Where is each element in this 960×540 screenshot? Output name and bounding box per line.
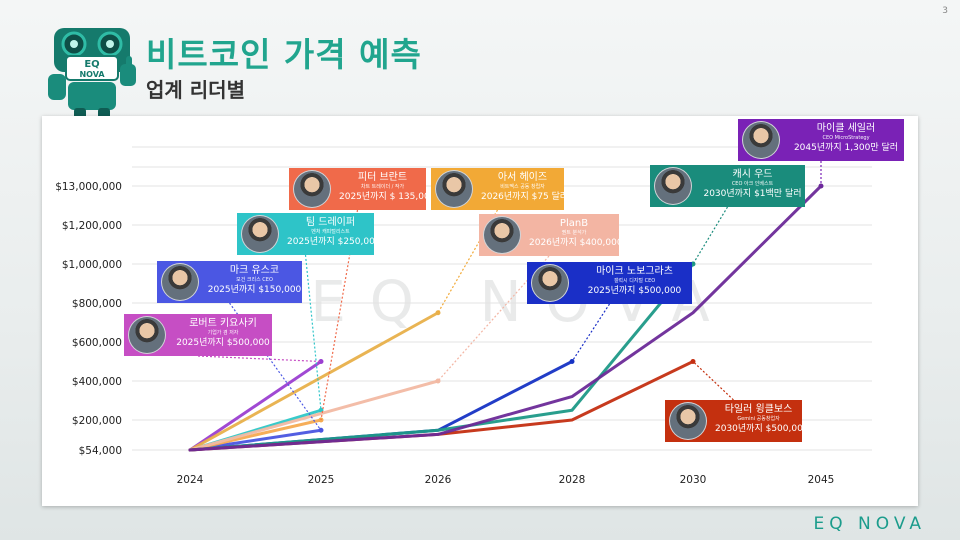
portrait-avatar xyxy=(435,170,473,208)
callout-prediction: 2030년까지 $1백만 달러 xyxy=(703,189,802,199)
callout-leader-kiyosaki xyxy=(197,355,322,363)
chart-card: EQ NOVA $54,000 $200,000 $400,000 $600,000 $… xyxy=(42,116,918,506)
callout-brandt: 피터 브란트 차트 트레이더 / 작가 2025년까지 $ 135,000 xyxy=(289,168,426,210)
callout-prediction: 2025년까지 $500,000 xyxy=(587,286,682,296)
callout-prediction: 2026년까지 $75 달러 xyxy=(481,192,564,202)
callout-prediction: 2025년까지 $150,000 xyxy=(207,285,302,295)
x-tick-label: 2026 xyxy=(425,474,452,486)
y-tick-label: $1,200,000 xyxy=(62,220,122,232)
y-tick-label: $600,000 xyxy=(72,337,122,349)
callout-name: PlanB xyxy=(559,218,589,229)
portrait-avatar xyxy=(483,216,521,254)
x-tick-label: 2025 xyxy=(308,474,335,486)
y-tick-label: $54,000 xyxy=(79,445,122,457)
portrait-avatar xyxy=(161,263,199,301)
callout-role: 퀀트 분석가 xyxy=(561,230,587,236)
callout-name: 타일러 윙클보스 xyxy=(724,404,793,415)
portrait-avatar xyxy=(531,264,569,302)
series-line-planb xyxy=(188,379,440,452)
callout-wood: 캐시 우드 CEO 아크 인베스트 2030년까지 $1백만 달러 xyxy=(650,165,805,207)
page-title: 비트코인 가격 예측 xyxy=(146,35,422,74)
callout-role: 모건 크리스 CEO xyxy=(236,277,273,283)
callout-yusko: 마크 유스코 모건 크리스 CEO 2025년까지 $150,000 xyxy=(157,261,302,303)
callout-name: 로버트 키요사키 xyxy=(189,318,257,329)
callout-prediction: 2026년까지 $400,000 xyxy=(529,238,619,248)
callout-name: 마이크 노보그라츠 xyxy=(596,266,673,277)
callout-role: CEO MicroStrategy xyxy=(822,135,870,141)
portrait-avatar xyxy=(654,167,692,205)
callout-kiyosaki: 로버트 키요사키 기업가 겸 저자 2025년까지 $500,000 xyxy=(124,314,272,356)
brand-logo: EQ NOVA xyxy=(813,514,926,534)
callout-leader-winklevoss xyxy=(692,361,734,401)
robot-mascot-icon: EQ NOVA xyxy=(48,28,136,120)
x-tick-label: 2045 xyxy=(808,474,835,486)
y-tick-label: $800,000 xyxy=(72,298,122,310)
callout-hayes: 아서 헤이즈 비트멕스 공동 창립자 2026년까지 $75 달러 xyxy=(431,168,564,210)
callout-role: Gemini 공동창업자 xyxy=(737,416,780,422)
portrait-avatar xyxy=(293,170,331,208)
callout-leader-brandt xyxy=(320,209,359,421)
y-tick-label: $1,000,000 xyxy=(62,259,122,271)
series-line-kiyosaki xyxy=(188,360,323,452)
portrait-avatar xyxy=(669,402,707,440)
callout-name: 피터 브란트 xyxy=(357,172,408,183)
series-line-hayes xyxy=(188,311,440,452)
callout-prediction: 2025년까지 $500,000 xyxy=(176,338,270,348)
portrait-avatar xyxy=(742,121,780,159)
callout-role: CEO 아크 인베스트 xyxy=(731,181,774,187)
callout-draper: 팀 드레이퍼 벤처 캐피털리스트 2025년까지 $250,000 xyxy=(237,213,374,255)
series-line-wood xyxy=(188,262,695,452)
callout-leader-novogratz xyxy=(571,303,611,362)
series-end-point-kiyosaki xyxy=(318,359,324,364)
series-end-point-winklevoss xyxy=(690,359,696,364)
callout-role: 비트멕스 공동 창립자 xyxy=(500,184,545,190)
portrait-avatar xyxy=(128,316,166,354)
callout-name: 팀 드레이퍼 xyxy=(305,217,356,228)
callout-leader-wood xyxy=(692,206,729,265)
mascot-badge-top: EQ xyxy=(84,59,99,70)
series-line-yusko xyxy=(188,428,323,452)
y-tick-label: $13,000,000 xyxy=(55,181,122,193)
x-tick-label: 2024 xyxy=(177,474,204,486)
callout-planb: PlanB 퀀트 분석가 2026년까지 $400,000 xyxy=(479,214,619,256)
y-tick-label: $400,000 xyxy=(72,376,122,388)
callout-name: 캐시 우드 xyxy=(732,169,773,180)
callout-name: 마크 유스코 xyxy=(229,265,280,276)
mascot-badge-bottom: NOVA xyxy=(79,70,105,79)
callout-name: 아서 헤이즈 xyxy=(497,172,548,183)
callout-winklevoss: 타일러 윙클보스 Gemini 공동창업자 2030년까지 $500,000 xyxy=(665,400,802,442)
callout-prediction: 2025년까지 $250,000 xyxy=(287,237,374,247)
callout-saylor: 마이클 세일러 CEO MicroStrategy 2045년까지 1,300만 달… xyxy=(738,119,904,161)
callout-prediction: 2045년까지 1,300만 달러 xyxy=(793,143,899,153)
callout-role: 차트 트레이더 / 작가 xyxy=(360,184,405,190)
callout-prediction: 2025년까지 $ 135,000 xyxy=(339,192,426,202)
x-tick-label: 2028 xyxy=(559,474,586,486)
page-subtitle: 업계 리더별 xyxy=(146,78,245,102)
callout-prediction: 2030년까지 $500,000 xyxy=(715,424,802,434)
x-tick-label: 2030 xyxy=(680,474,707,486)
callout-novogratz: 마이크 노보그라츠 갤럭시 디지털 CEO 2025년까지 $500,000 xyxy=(527,262,692,304)
series-line-saylor xyxy=(188,184,823,452)
callout-name: 마이클 세일러 xyxy=(816,123,876,134)
callout-role: 벤처 캐피털리스트 xyxy=(311,229,350,235)
series-line-winklevoss xyxy=(188,360,695,452)
callout-role: 기업가 겸 저자 xyxy=(207,330,239,336)
page-number: 3 xyxy=(942,6,948,16)
y-tick-label: $200,000 xyxy=(72,415,122,427)
callout-role: 갤럭시 디지털 CEO xyxy=(613,278,656,284)
portrait-avatar xyxy=(241,215,279,253)
